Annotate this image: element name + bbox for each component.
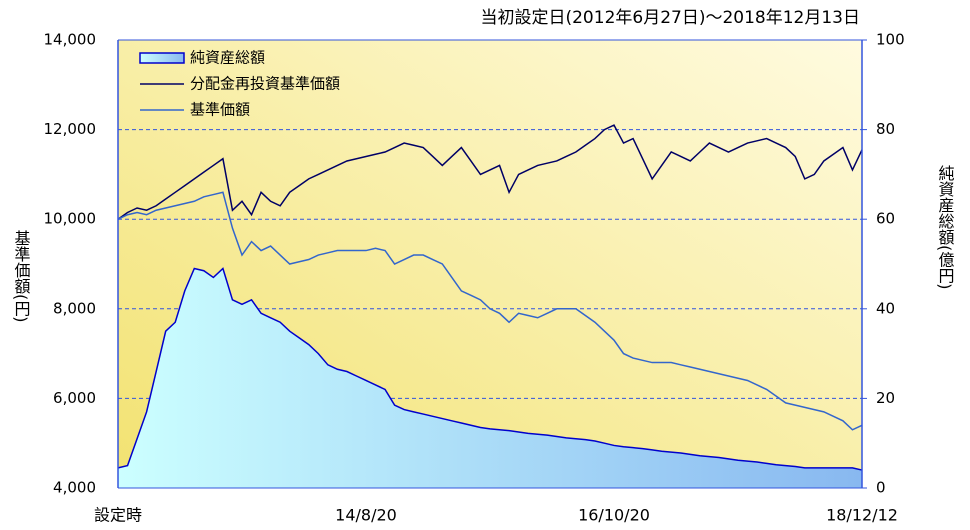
legend-label: 基準価額 — [190, 101, 250, 119]
y-tick-label: 4,000 — [53, 479, 96, 497]
y-tick-label: 8,000 — [53, 299, 96, 317]
x-tick-label: 18/12/12 — [826, 506, 898, 525]
y-tick-label: 10,000 — [44, 210, 97, 228]
legend-label: 分配金再投資基準価額 — [190, 75, 340, 93]
y2-tick-label: 40 — [876, 299, 895, 317]
x-tick-label: 設定時 — [94, 506, 142, 525]
y-tick-label: 6,000 — [53, 389, 96, 407]
line — [117, 124, 863, 220]
y-tick-label: 14,000 — [44, 31, 97, 49]
x-tick-label: 16/10/20 — [578, 506, 650, 525]
area-edge — [117, 267, 863, 471]
x-tick-label: 14/8/20 — [335, 506, 397, 525]
y2-tick-label: 100 — [876, 31, 905, 49]
line — [117, 191, 863, 431]
y2-tick-label: 80 — [876, 120, 895, 138]
chart-title: 当初設定日(2012年6月27日)～2018年12月13日 — [480, 8, 860, 28]
y2-tick-label: 60 — [876, 210, 895, 228]
y-axis-label: 基準価額(円) — [12, 230, 31, 322]
y-tick-label: 12,000 — [44, 120, 97, 138]
y2-tick-label: 20 — [876, 389, 895, 407]
y2-tick-label: 0 — [876, 479, 886, 497]
y2-axis-label: 純資産総額(億円) — [936, 165, 955, 289]
legend-swatch — [139, 52, 185, 64]
area — [118, 268, 862, 488]
legend-label: 純資産総額 — [190, 49, 265, 67]
